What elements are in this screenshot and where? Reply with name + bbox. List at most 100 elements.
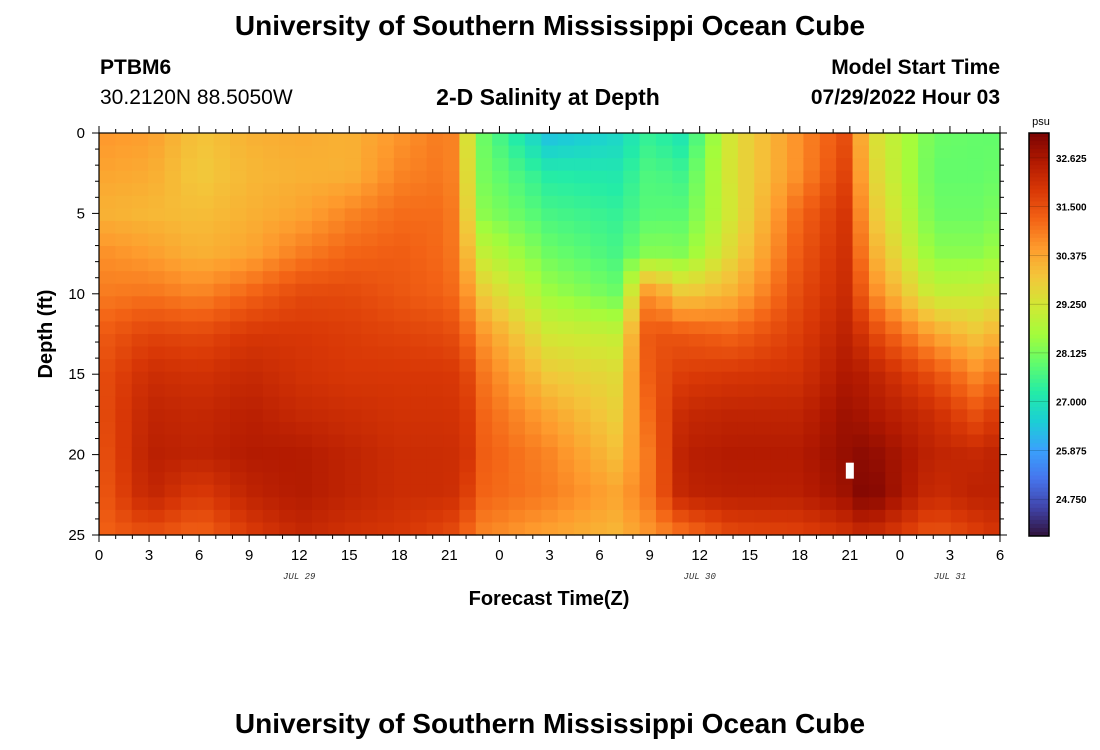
heatmap-cell bbox=[246, 296, 264, 310]
colorbar-segment bbox=[1029, 374, 1049, 380]
heatmap-cell bbox=[131, 158, 149, 172]
heatmap-cell bbox=[819, 208, 837, 222]
heatmap-cell bbox=[344, 145, 362, 159]
heatmap-cell bbox=[655, 271, 673, 285]
heatmap-cell bbox=[557, 170, 575, 184]
heatmap-cell bbox=[492, 233, 510, 247]
heatmap-cell bbox=[164, 158, 182, 172]
heatmap-cell bbox=[623, 472, 641, 486]
heatmap-cell bbox=[852, 396, 870, 410]
colorbar-segment bbox=[1029, 443, 1049, 448]
heatmap-cell bbox=[180, 497, 198, 511]
colorbar-tick-label: 27.000 bbox=[1056, 398, 1087, 409]
heatmap-cell bbox=[213, 208, 231, 222]
heatmap-cell bbox=[934, 170, 952, 184]
heatmap-cell bbox=[918, 195, 936, 209]
heatmap-cell bbox=[688, 359, 706, 373]
heatmap-cell bbox=[950, 220, 968, 235]
colorbar-tick-label: 29.250 bbox=[1056, 300, 1087, 311]
heatmap-cell bbox=[606, 334, 624, 348]
heatmap-cell bbox=[901, 170, 919, 184]
heatmap-cell bbox=[852, 233, 870, 247]
heatmap-cell bbox=[213, 484, 231, 498]
heatmap-cell bbox=[787, 447, 805, 461]
heatmap-cell bbox=[852, 447, 870, 461]
heatmap-cell bbox=[344, 497, 362, 511]
heatmap-cell bbox=[918, 133, 936, 147]
heatmap-cell bbox=[295, 522, 313, 536]
heatmap-cell bbox=[852, 371, 870, 385]
heatmap-cell bbox=[246, 183, 264, 197]
heatmap-cell bbox=[983, 208, 1001, 222]
heatmap-cell bbox=[770, 459, 788, 473]
heatmap-cell bbox=[574, 384, 592, 398]
heatmap-cell bbox=[246, 283, 264, 297]
heatmap-cell bbox=[787, 220, 805, 235]
heatmap-cell bbox=[868, 509, 886, 524]
heatmap-cell bbox=[115, 283, 133, 297]
heatmap-cell bbox=[934, 233, 952, 247]
heatmap-cell bbox=[361, 359, 379, 373]
heatmap-cell bbox=[459, 321, 477, 335]
heatmap-cell bbox=[836, 258, 854, 272]
heatmap-cell bbox=[606, 246, 624, 260]
heatmap-cell bbox=[328, 258, 346, 272]
heatmap-cell bbox=[787, 183, 805, 197]
heatmap-cell bbox=[852, 359, 870, 373]
heatmap-cell bbox=[557, 145, 575, 159]
heatmap-cell bbox=[737, 472, 755, 486]
heatmap-cell bbox=[705, 220, 723, 235]
heatmap-cell bbox=[426, 346, 444, 360]
heatmap-cell bbox=[246, 321, 264, 335]
heatmap-cell bbox=[590, 484, 608, 498]
heatmap-cell bbox=[983, 283, 1001, 297]
heatmap-cell bbox=[426, 459, 444, 473]
station-coordinates: 30.2120N 88.5050W bbox=[100, 86, 293, 109]
heatmap-cell bbox=[770, 220, 788, 235]
heatmap-cell bbox=[459, 334, 477, 348]
heatmap-cell bbox=[655, 421, 673, 436]
colorbar-segment bbox=[1029, 237, 1049, 243]
heatmap-cell bbox=[787, 371, 805, 385]
heatmap-cell bbox=[459, 283, 477, 297]
heatmap-cell bbox=[901, 334, 919, 348]
heatmap-cell bbox=[868, 346, 886, 360]
heatmap-cell bbox=[819, 384, 837, 398]
heatmap-cell bbox=[852, 271, 870, 285]
colorbar-segment bbox=[1029, 362, 1049, 368]
heatmap-cell bbox=[868, 522, 886, 536]
heatmap-cell bbox=[950, 283, 968, 297]
heatmap-cell bbox=[803, 170, 821, 184]
heatmap-cell bbox=[459, 296, 477, 310]
heatmap-cell bbox=[950, 459, 968, 473]
heatmap-cell bbox=[950, 334, 968, 348]
heatmap-cell bbox=[655, 170, 673, 184]
heatmap-cell bbox=[901, 409, 919, 423]
heatmap-cell bbox=[836, 246, 854, 260]
heatmap-cell bbox=[639, 421, 657, 436]
heatmap-cell bbox=[197, 283, 215, 297]
heatmap-cell bbox=[361, 409, 379, 423]
heatmap-cell bbox=[524, 271, 542, 285]
heatmap-cell bbox=[262, 296, 280, 310]
heatmap-cell bbox=[655, 359, 673, 373]
heatmap-cell bbox=[492, 133, 510, 147]
heatmap-cell bbox=[131, 296, 149, 310]
heatmap-cell bbox=[721, 145, 739, 159]
heatmap-cell bbox=[410, 308, 428, 323]
heatmap-cell bbox=[492, 170, 510, 184]
heatmap-cell bbox=[410, 371, 428, 385]
heatmap-cell bbox=[803, 421, 821, 436]
heatmap-cell bbox=[115, 195, 133, 209]
heatmap-cell bbox=[99, 271, 116, 285]
heatmap-cell bbox=[328, 409, 346, 423]
heatmap-cell bbox=[115, 434, 133, 448]
heatmap-cell bbox=[901, 321, 919, 335]
heatmap-cell bbox=[328, 459, 346, 473]
heatmap-cell bbox=[361, 371, 379, 385]
colorbar-segment bbox=[1029, 233, 1049, 239]
heatmap-cell bbox=[737, 133, 755, 147]
colorbar-segment bbox=[1029, 423, 1049, 428]
heatmap-cell bbox=[737, 321, 755, 335]
heatmap-cell bbox=[115, 359, 133, 373]
